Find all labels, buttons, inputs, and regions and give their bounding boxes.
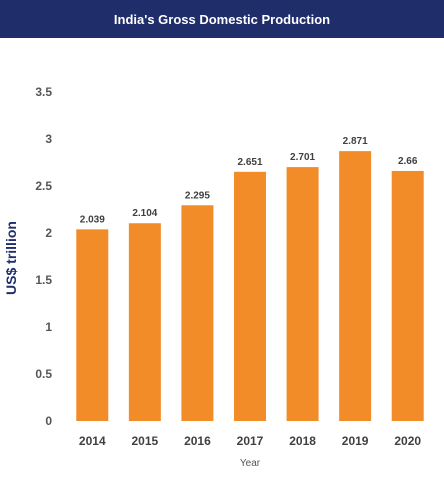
data-label: 2.651 <box>237 157 262 168</box>
x-tick-label: 2014 <box>79 434 106 448</box>
bar-2014 <box>76 229 109 421</box>
y-tick-label: 3 <box>45 132 52 146</box>
y-tick-label: 2 <box>45 226 52 240</box>
x-tick-label: 2019 <box>342 434 369 448</box>
data-labels: 2.039 2.104 2.295 2.651 2.701 2.871 2.66 <box>80 136 418 225</box>
bar-2020 <box>391 170 424 421</box>
x-tick-label: 2018 <box>289 434 316 448</box>
bar-2015 <box>128 223 161 421</box>
y-axis-label: US$ trillion <box>3 221 19 295</box>
data-label: 2.104 <box>132 208 157 219</box>
x-tick-label: 2020 <box>394 434 421 448</box>
bar-2017 <box>234 171 266 421</box>
x-tick-label: 2016 <box>184 434 211 448</box>
y-tick-label: 1 <box>45 320 52 334</box>
y-tick-labels: 0 0.5 1 1.5 2 2.5 3 3.5 <box>35 85 52 428</box>
y-tick-label: 3.5 <box>35 85 52 99</box>
y-tick-label: 0 <box>45 414 52 428</box>
y-tick-label: 1.5 <box>35 273 52 287</box>
data-label: 2.295 <box>185 190 210 201</box>
data-label: 2.871 <box>343 136 368 147</box>
data-label: 2.701 <box>290 152 315 163</box>
bar-2019 <box>339 151 372 421</box>
y-tick-label: 2.5 <box>35 179 52 193</box>
x-tick-label: 2017 <box>237 434 264 448</box>
x-tick-label: 2015 <box>132 434 159 448</box>
x-tick-labels: 2014 2015 2016 2017 2018 2019 2020 <box>79 434 421 448</box>
y-tick-label: 0.5 <box>35 367 52 381</box>
x-axis-label: Year <box>240 458 261 469</box>
bar-2018 <box>286 167 319 421</box>
bars <box>76 151 424 421</box>
bar-2016 <box>181 205 214 421</box>
data-label: 2.039 <box>80 214 105 225</box>
data-label: 2.66 <box>398 156 418 167</box>
chart-title: India's Gross Domestic Production <box>0 0 444 38</box>
